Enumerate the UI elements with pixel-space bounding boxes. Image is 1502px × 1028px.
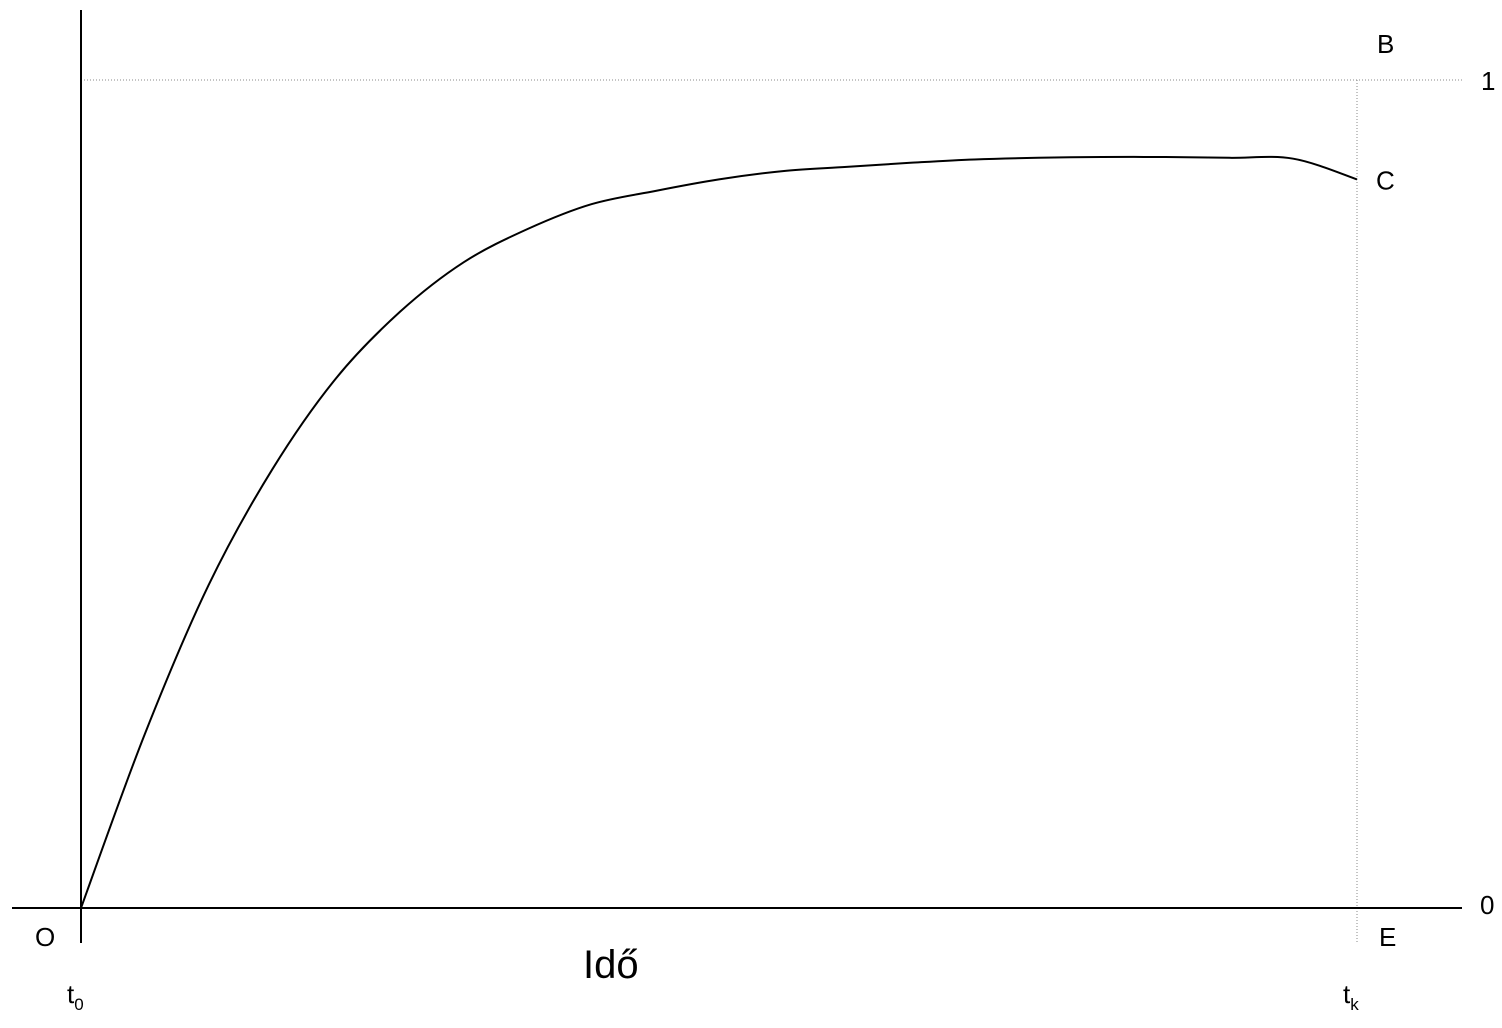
- y-tick-label-1: 1: [1481, 66, 1495, 96]
- series-line: [80, 155, 1358, 909]
- point-label-e: E: [1379, 922, 1396, 952]
- y-tick-label-0: 0: [1480, 890, 1494, 920]
- x-tick-label-tk: tk: [1343, 979, 1359, 1014]
- x-tick-main: t: [67, 979, 75, 1009]
- point-label-b: B: [1377, 29, 1394, 59]
- point-label-c: C: [1376, 165, 1395, 195]
- x-tick-label-t0: t0: [67, 979, 84, 1014]
- x-tick-subscript: k: [1350, 995, 1359, 1014]
- x-tick-main: t: [1343, 979, 1351, 1009]
- x-tick-subscript: 0: [74, 995, 83, 1014]
- x-axis-label: Idő: [583, 943, 639, 987]
- point-label-origin: O: [35, 922, 55, 952]
